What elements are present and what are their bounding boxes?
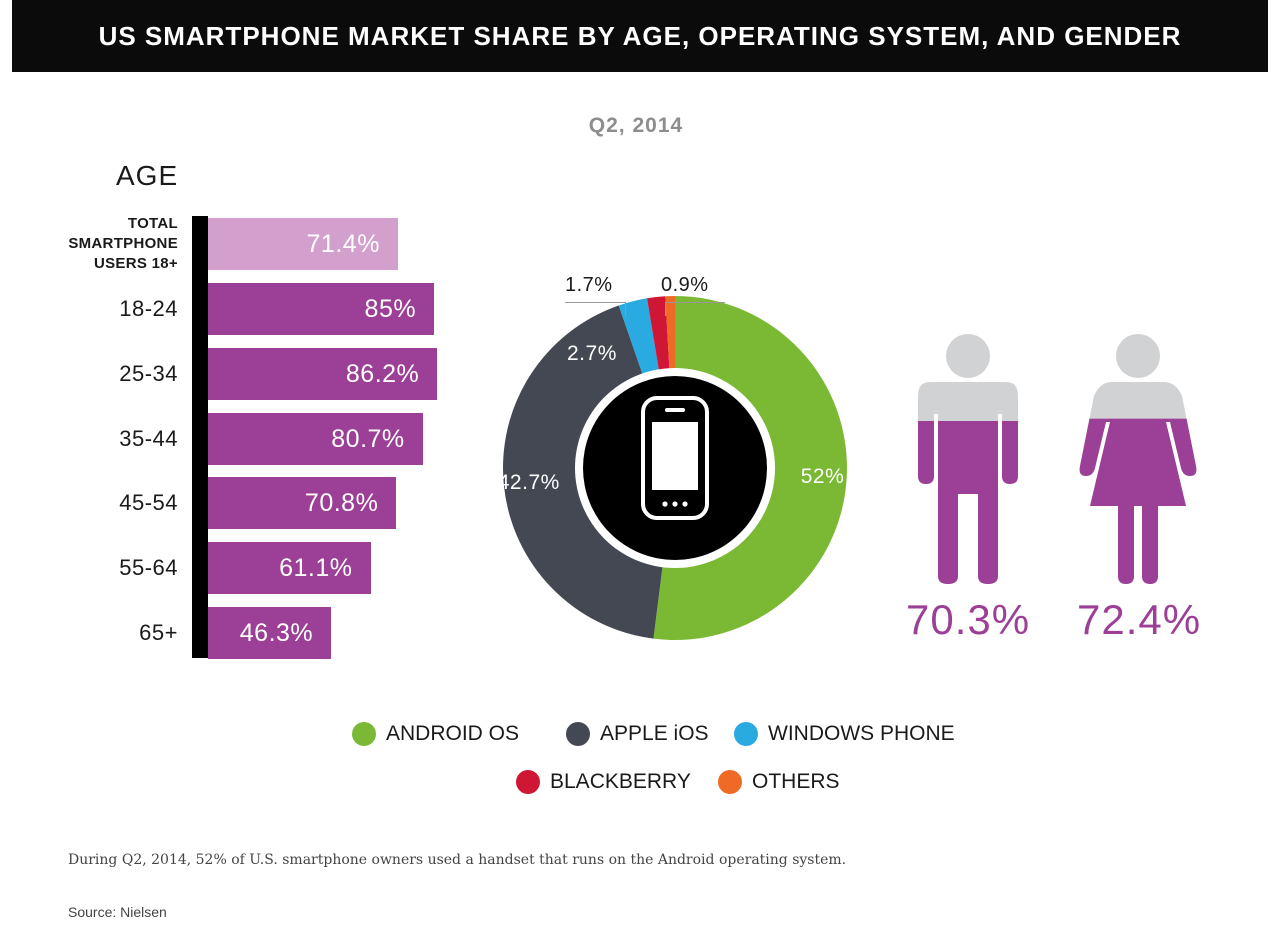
age-category-label: TOTAL SMARTPHONE USERS 18+ xyxy=(68,215,178,272)
donut-label-ios: 42.7% xyxy=(497,470,560,494)
age-bar-value-label: 86.2% xyxy=(345,359,420,388)
woman-fill-level xyxy=(1079,418,1197,584)
donut-label-others: 0.9% xyxy=(661,274,709,296)
chart-subtitle: Q2, 2014 xyxy=(588,114,684,137)
age-category-label: 35-44 xyxy=(119,426,178,451)
smartphone-screen-icon xyxy=(652,422,698,490)
legend-swatch-icon xyxy=(718,770,742,794)
smartphone-button-icon xyxy=(662,501,668,507)
smartphone-button-icon xyxy=(682,501,688,507)
leader-line-others xyxy=(665,302,666,316)
smartphone-icon xyxy=(641,396,709,520)
age-bar: 80.7% xyxy=(208,413,423,465)
legend-item: APPLE iOS xyxy=(566,722,709,746)
age-category-label: 65+ xyxy=(139,620,178,645)
age-bar-total: 71.4% xyxy=(208,218,398,270)
legend-label: WINDOWS PHONE xyxy=(768,722,955,745)
age-category-label: 25-34 xyxy=(119,361,178,386)
age-bar-value-label: 85% xyxy=(364,294,417,323)
women-percentage: 72.4% xyxy=(1077,596,1202,643)
legend-label: APPLE iOS xyxy=(600,722,709,745)
age-bar: 85% xyxy=(208,283,435,335)
woman-icon xyxy=(1079,334,1197,584)
leader-line-others xyxy=(665,302,725,303)
age-bar-value-label: 46.3% xyxy=(239,618,314,647)
donut-label-android: 52% xyxy=(800,464,845,488)
legend-swatch-icon xyxy=(352,722,376,746)
age-bar: 86.2% xyxy=(208,348,438,400)
os-donut-chart xyxy=(502,296,847,640)
age-bar-value-label: 70.8% xyxy=(304,488,379,517)
leader-line-blackberry xyxy=(565,302,625,303)
footnote: During Q2, 2014, 52% of U.S. smartphone … xyxy=(68,852,847,868)
age-category-label: 55-64 xyxy=(119,555,178,580)
legend-swatch-icon xyxy=(734,722,758,746)
donut-label-windows: 2.7% xyxy=(567,342,617,365)
men-percentage: 70.3% xyxy=(906,596,1031,643)
age-bar: 70.8% xyxy=(208,477,397,529)
gender-pictogram-chart xyxy=(918,334,1197,584)
age-bar-value-label: 71.4% xyxy=(306,229,380,258)
source-note: Source: Nielsen xyxy=(68,904,167,920)
donut-label-blackberry: 1.7% xyxy=(565,274,613,296)
man-icon xyxy=(918,334,1018,584)
man-fill-level xyxy=(918,420,1018,584)
legend-swatch-icon xyxy=(566,722,590,746)
smartphone-speaker-icon xyxy=(665,408,685,412)
legend-item: WINDOWS PHONE xyxy=(734,722,955,746)
legend-item: BLACKBERRY xyxy=(516,770,691,794)
legend-swatch-icon xyxy=(516,770,540,794)
age-bar: 46.3% xyxy=(208,607,332,659)
age-heading: AGE xyxy=(116,160,179,191)
chart-title: US SMARTPHONE MARKET SHARE BY AGE, OPERA… xyxy=(12,0,1268,72)
legend-label: ANDROID OS xyxy=(386,722,520,745)
smartphone-button-icon xyxy=(672,501,678,507)
legend-item: OTHERS xyxy=(718,770,840,794)
legend-label: BLACKBERRY xyxy=(550,770,691,793)
leader-line-blackberry xyxy=(625,302,626,316)
age-category-label: 18-24 xyxy=(119,296,178,321)
age-axis-line xyxy=(192,216,208,658)
age-bar-value-label: 61.1% xyxy=(279,553,353,582)
age-bar-value-label: 80.7% xyxy=(331,424,405,453)
age-category-label: 45-54 xyxy=(119,490,178,515)
age-bar: 61.1% xyxy=(208,542,371,594)
legend-item: ANDROID OS xyxy=(352,722,519,746)
legend-label: OTHERS xyxy=(752,770,840,793)
